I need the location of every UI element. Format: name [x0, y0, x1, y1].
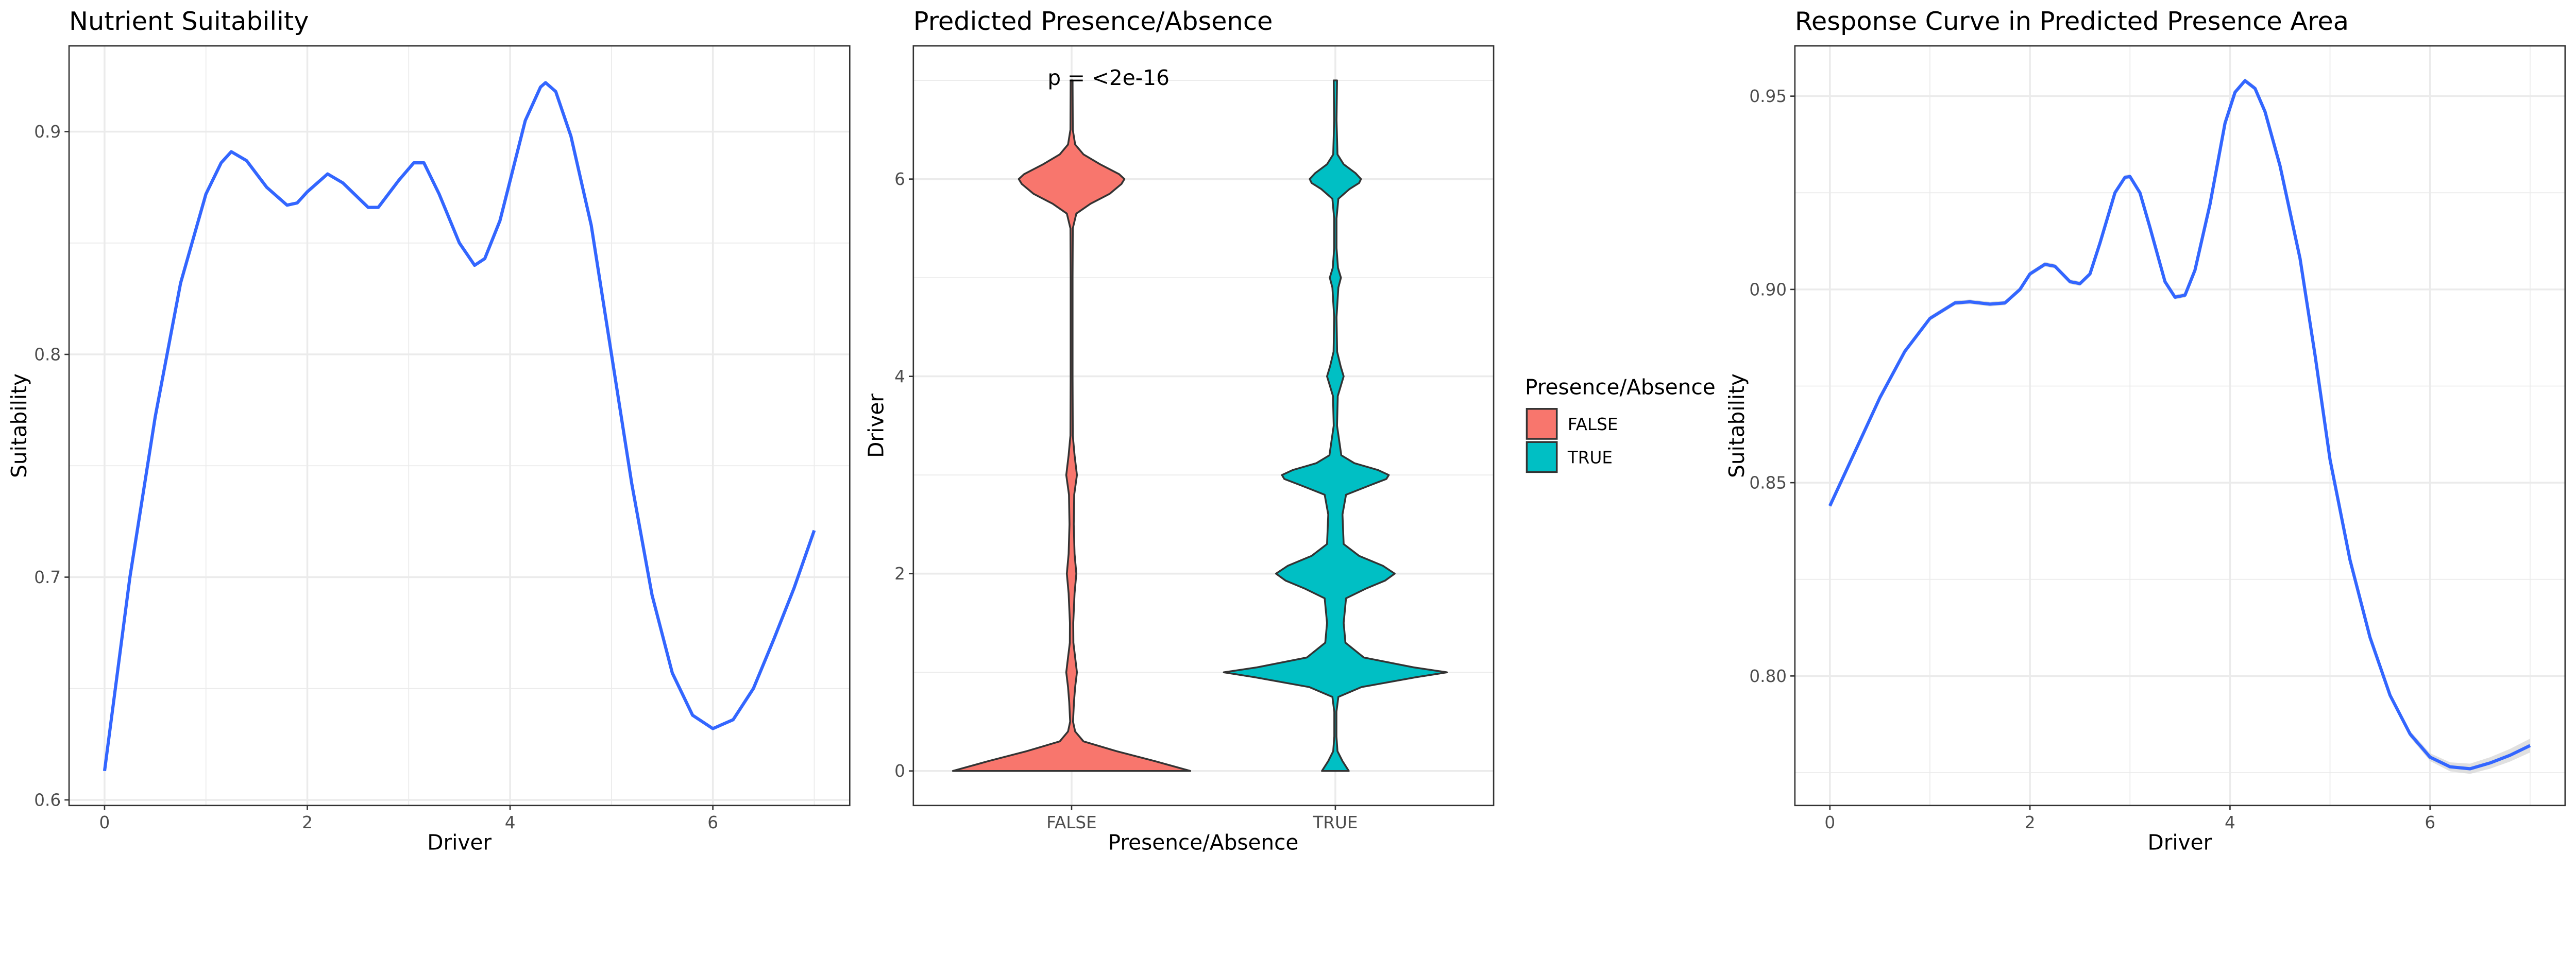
legend-title: Presence/Absence — [1525, 375, 1716, 400]
y-tick-label: 0.80 — [1749, 667, 1787, 686]
y-axis-title: Suitability — [7, 373, 31, 478]
y-tick-label: 0.90 — [1749, 280, 1787, 299]
legend-key-true — [1526, 441, 1558, 473]
x-tick-label: 4 — [2225, 813, 2235, 832]
violin-false — [952, 79, 1192, 772]
x-tick-label: FALSE — [1046, 813, 1097, 832]
plot-area: p = <2e-16 — [913, 46, 1494, 806]
y-tick-label: 0.6 — [34, 790, 61, 810]
panel-border — [68, 45, 851, 807]
figure-container: Nutrient Suitability Driver Suitability … — [7, 6, 2566, 855]
plot-background — [913, 46, 1494, 806]
figure: Nutrient Suitability Driver Suitability … — [7, 6, 2566, 855]
x-axis-title: Driver — [2147, 830, 2212, 855]
y-tick-label: 6 — [894, 169, 905, 189]
plot-area — [69, 46, 850, 806]
y-axis-title: Suitability — [1724, 373, 1749, 478]
chart-title: Nutrient Suitability — [69, 6, 309, 36]
legend-key-false — [1526, 408, 1558, 440]
legend-label-true: TRUE — [1567, 448, 1613, 468]
legend-label-false: FALSE — [1568, 415, 1618, 434]
plot-background — [69, 46, 850, 806]
chart-title: Predicted Presence/Absence — [913, 6, 1273, 36]
y-tick-label: 0 — [894, 761, 905, 781]
panel-predicted-presence-absence: Predicted Presence/Absence Presence/Abse… — [864, 6, 1716, 855]
x-tick-label: 2 — [302, 813, 313, 832]
y-tick-label: 0.7 — [34, 568, 61, 587]
x-axis-title: Presence/Absence — [1108, 830, 1299, 855]
panel-border — [912, 45, 1495, 807]
panel-border — [1794, 45, 2566, 807]
legend: Presence/Absence FALSE TRUE — [1525, 375, 1716, 473]
y-tick-label: 2 — [894, 564, 905, 584]
series-line — [1828, 79, 2531, 771]
y-tick-label: 0.95 — [1749, 87, 1787, 106]
x-axis-title: Driver — [427, 830, 492, 855]
y-tick-label: 0.9 — [34, 122, 61, 142]
x-tick-label: TRUE — [1312, 813, 1358, 832]
y-tick-label: 4 — [894, 367, 905, 386]
x-tick-label: 2 — [2025, 813, 2036, 832]
x-tick-label: 0 — [1824, 813, 1835, 832]
series-line — [103, 81, 816, 772]
x-tick-label: 6 — [707, 813, 718, 832]
x-tick-label: 0 — [99, 813, 110, 832]
x-tick-label: 4 — [505, 813, 516, 832]
plot-area — [1794, 46, 2565, 806]
chart-title: Response Curve in Predicted Presence Are… — [1795, 6, 2349, 36]
panel-response-curve: Response Curve in Predicted Presence Are… — [1724, 6, 2566, 855]
y-tick-label: 0.85 — [1749, 473, 1787, 493]
y-tick-label: 0.8 — [34, 345, 61, 365]
plot-background — [1794, 46, 2565, 806]
panel-nutrient-suitability: Nutrient Suitability Driver Suitability … — [7, 6, 851, 855]
violin-true — [1223, 79, 1448, 772]
y-axis-title: Driver — [864, 394, 889, 458]
x-tick-label: 6 — [2425, 813, 2435, 832]
p-value-annotation: p = <2e-16 — [1047, 65, 1170, 90]
